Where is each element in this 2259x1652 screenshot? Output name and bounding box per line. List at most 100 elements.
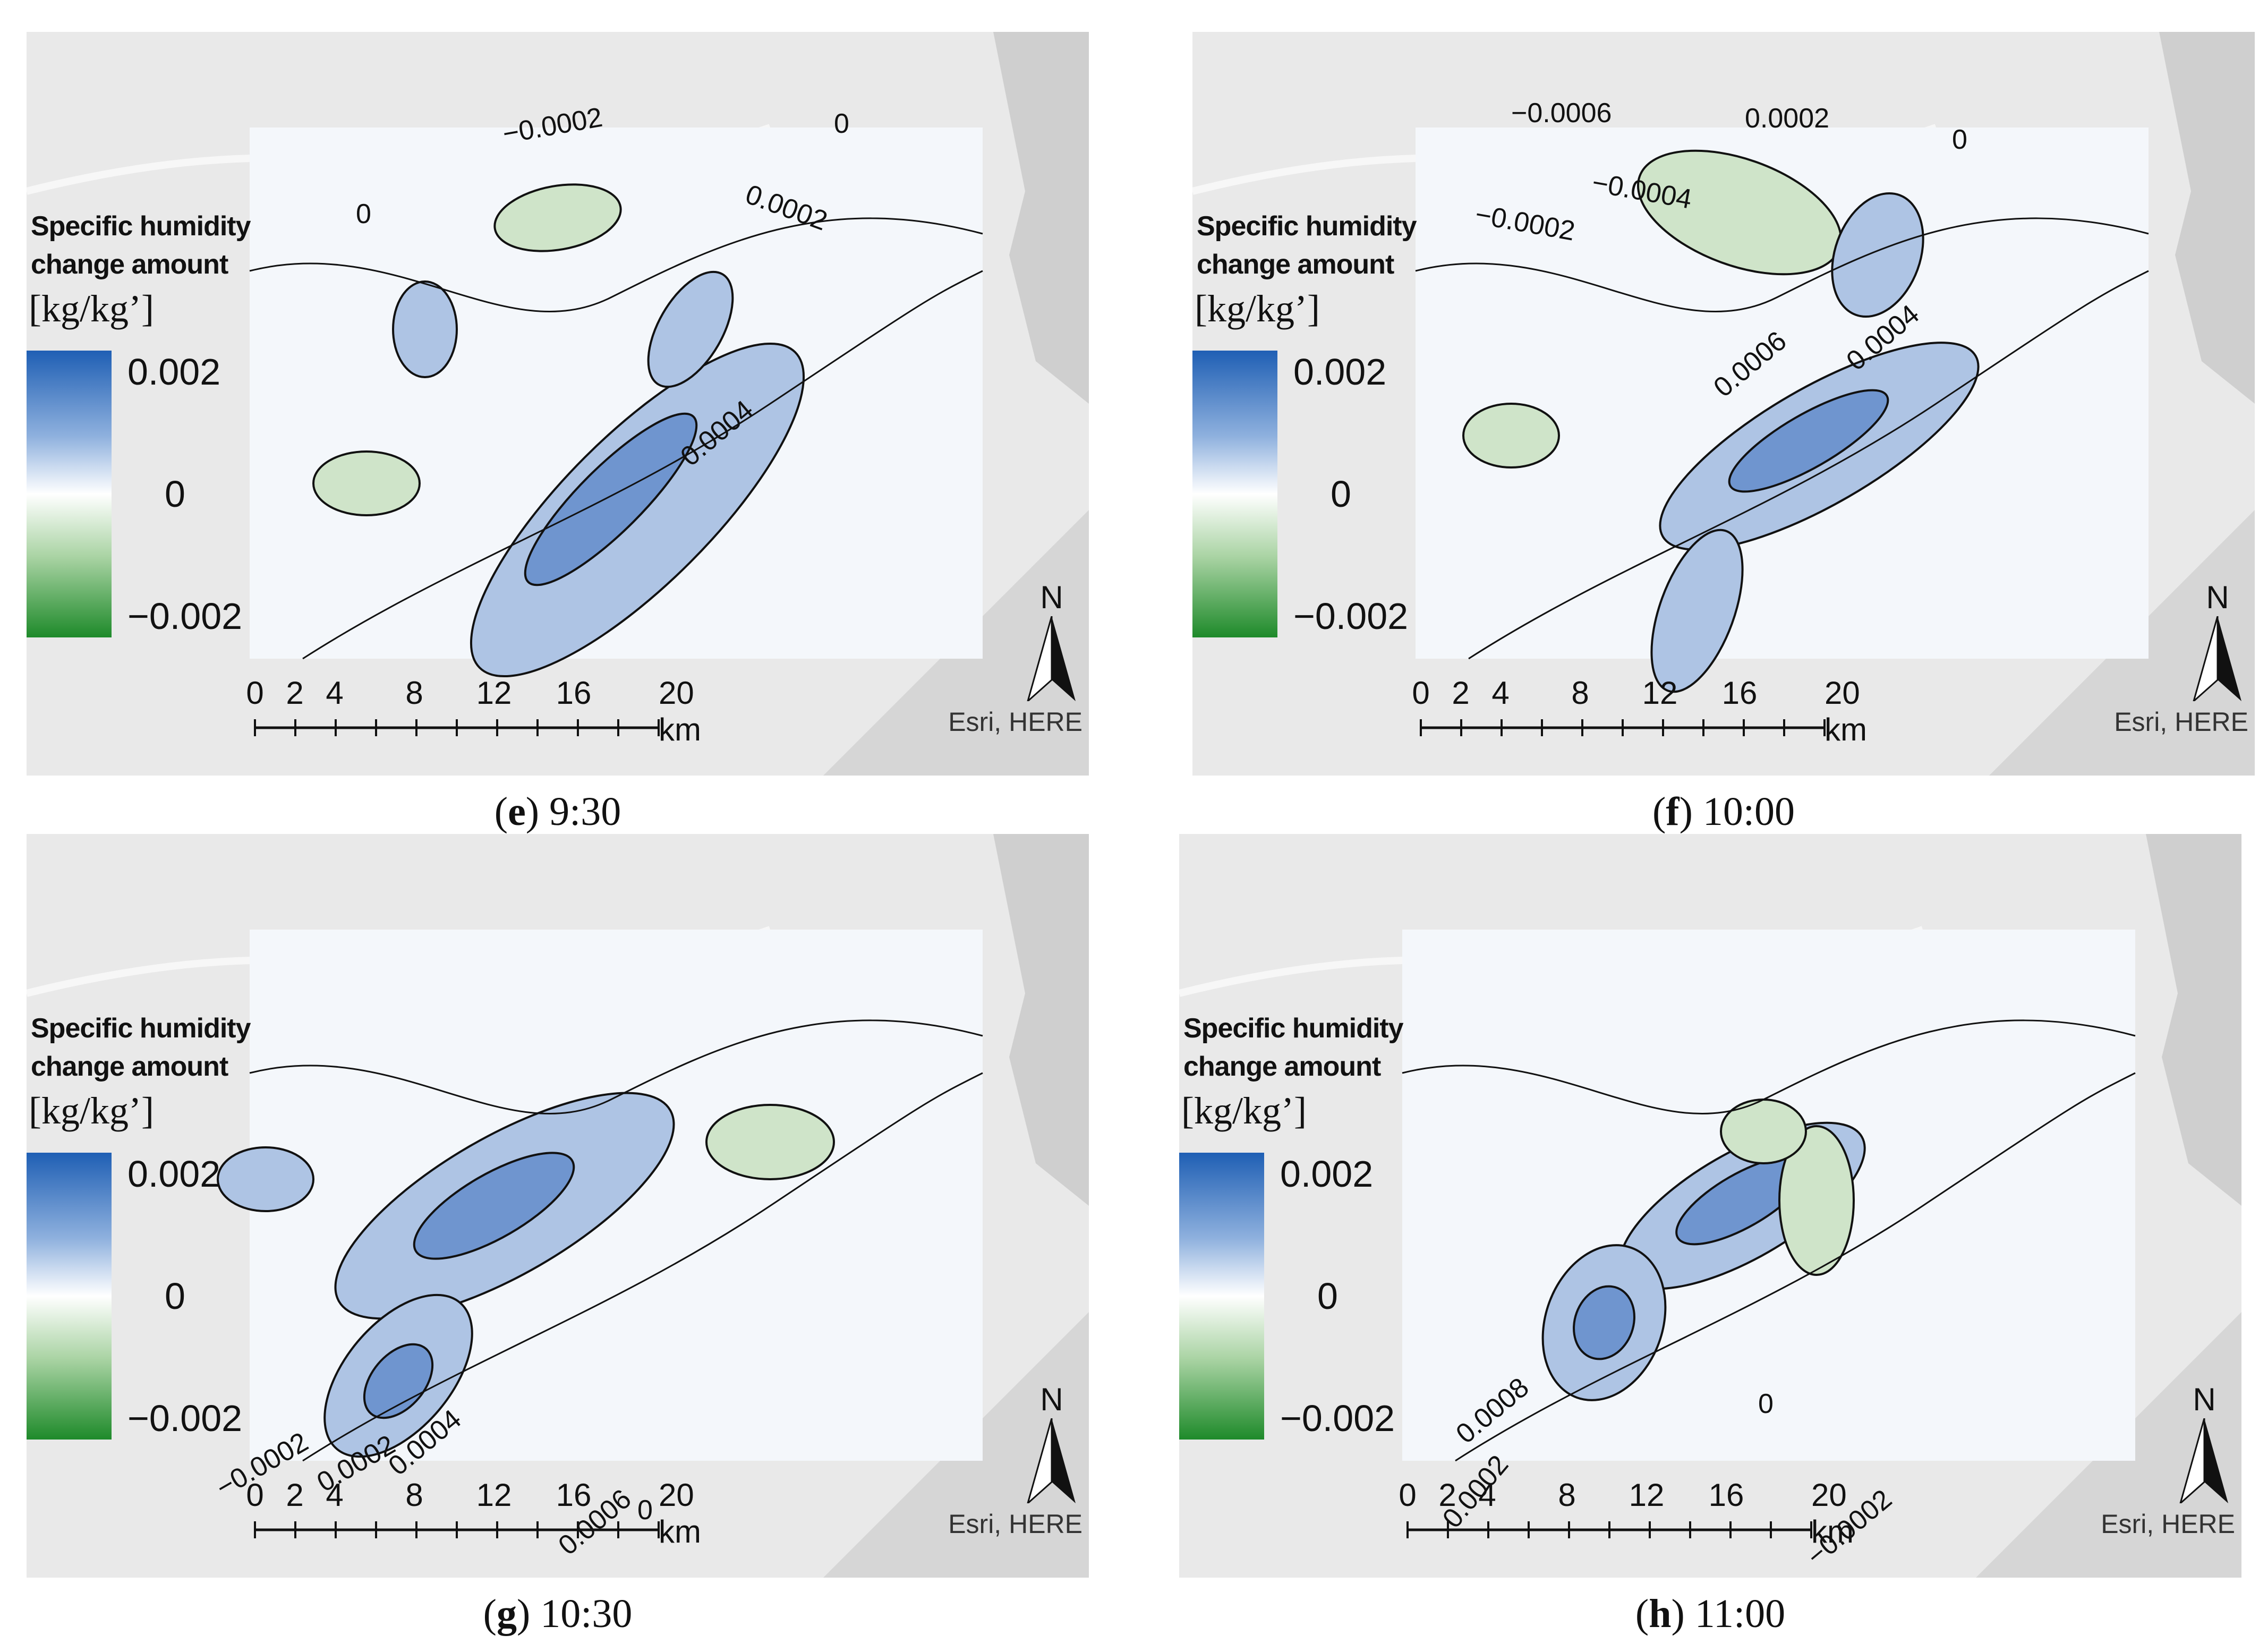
scale-tick-label: 0 xyxy=(246,1477,264,1513)
contour-label: 0 xyxy=(834,108,849,139)
caption-letter: h xyxy=(1649,1591,1672,1636)
legend-max: 0.002 xyxy=(1293,351,1387,393)
contour-region xyxy=(413,1152,575,1260)
legend-colorbar xyxy=(27,1153,112,1440)
legend-title-line1: Specific humidity xyxy=(1197,211,1417,242)
legend-title-line2: change amount xyxy=(31,249,228,280)
contour-label: 0 xyxy=(1758,1389,1774,1419)
north-arrow: N xyxy=(1025,579,1078,701)
scale-bar: 0 2 4 8 12 16 20 km xyxy=(246,1477,701,1549)
legend-max: 0.002 xyxy=(127,1153,221,1195)
panel-caption: (f) 10:00 xyxy=(1652,789,1795,834)
legend-min: −0.002 xyxy=(127,1398,243,1439)
scale-tick-label: 8 xyxy=(405,1477,423,1513)
scale-tick-label: 16 xyxy=(1721,675,1758,711)
scale-tick-label: 2 xyxy=(286,675,304,711)
contour-region xyxy=(217,1146,314,1212)
north-label: N xyxy=(1040,580,1063,615)
contour-region xyxy=(1650,529,1744,693)
attribution: Esri, HERE xyxy=(2101,1509,2235,1539)
legend-colorbar xyxy=(27,351,112,637)
scale-tick-label: 12 xyxy=(1629,1477,1665,1513)
contour-label: −0.0006 xyxy=(1511,98,1612,129)
land-area xyxy=(2146,834,2241,1206)
land-area xyxy=(993,32,1089,404)
legend-min: −0.002 xyxy=(1280,1398,1395,1439)
legend-mid: 0 xyxy=(1317,1275,1338,1317)
map-f: −0.0006 −0.0004 −0.0002 0.0002 0.0006 0.0004 0… xyxy=(1192,32,2255,776)
scale-tick-label: 0 xyxy=(1412,675,1430,711)
legend-title: Specific humidity change amount xyxy=(31,1009,251,1086)
panel-caption: (g) 10:30 xyxy=(483,1591,633,1636)
scale-bar: 0 2 4 8 12 16 20 km xyxy=(246,675,701,747)
scale-tick-label: 0 xyxy=(246,675,264,711)
panel-g: −0.0002 0.0002 0.0004 0.0006 0 Specific humi… xyxy=(27,834,1089,1652)
scale-bar-graphic xyxy=(1406,1521,1812,1538)
legend-min: −0.002 xyxy=(1293,595,1409,637)
scale-tick-label: 20 km xyxy=(659,1477,701,1549)
attribution: Esri, HERE xyxy=(2114,707,2248,737)
north-arrow: N xyxy=(2191,579,2244,701)
contour-region xyxy=(312,450,421,516)
north-arrow-icon xyxy=(2179,1418,2228,1503)
scale-tick-label: 0 xyxy=(1399,1477,1417,1513)
scale-tick-labels: 0 2 4 8 12 16 20 km xyxy=(1399,1477,1854,1549)
north-arrow-icon xyxy=(1027,616,1076,701)
legend-mid: 0 xyxy=(165,473,185,515)
scale-tick-label: 16 xyxy=(556,675,592,711)
scale-tick-labels: 0 2 4 8 12 16 20 km xyxy=(1412,675,1867,747)
scale-tick-labels: 0 2 4 8 12 16 20 km xyxy=(246,675,701,747)
contour-region xyxy=(1462,403,1560,469)
legend-unit: [kg/kg’] xyxy=(1195,287,1320,330)
scale-tick-label: 4 xyxy=(1478,1477,1496,1513)
zero-contour xyxy=(1415,217,2149,312)
scale-tick-label: 4 xyxy=(326,1477,344,1513)
legend-max: 0.002 xyxy=(1280,1153,1374,1195)
land-area xyxy=(2159,32,2255,404)
zero-contour xyxy=(302,1072,983,1462)
contour-region xyxy=(363,1343,434,1419)
north-label: N xyxy=(1040,1382,1063,1417)
caption-time: 10:00 xyxy=(1702,789,1795,834)
scale-tick-label: 12 xyxy=(1642,675,1678,711)
legend-title-line2: change amount xyxy=(1197,249,1394,280)
contour-region xyxy=(1728,389,1889,493)
scale-tick-label: 2 xyxy=(1452,675,1470,711)
scale-tick-label: 8 xyxy=(1558,1477,1576,1513)
zero-contour xyxy=(1468,270,2149,660)
legend-title-line1: Specific humidity xyxy=(31,1013,251,1044)
scale-tick-label: 12 xyxy=(476,1477,512,1513)
scale-bar: 0 2 4 8 12 16 20 km xyxy=(1412,675,1867,747)
contour-region xyxy=(1831,192,1924,318)
legend-unit: [kg/kg’] xyxy=(29,1089,154,1132)
contour-label: 0.0004 xyxy=(1487,1574,1572,1578)
north-label: N xyxy=(2193,1382,2216,1417)
north-arrow-icon xyxy=(1027,1418,1076,1503)
legend-unit: [kg/kg’] xyxy=(1181,1089,1307,1132)
caption-letter: f xyxy=(1666,789,1680,834)
scale-tick-label: 20 km xyxy=(659,675,701,747)
contour-label: 0 xyxy=(637,1495,653,1526)
scale-bar-graphic xyxy=(254,719,660,736)
caption-time: 11:00 xyxy=(1694,1591,1786,1636)
scale-tick-label: 2 xyxy=(1438,1477,1456,1513)
panel-caption: (e) 9:30 xyxy=(494,789,621,834)
legend-mid: 0 xyxy=(165,1275,185,1317)
north-arrow: N xyxy=(1025,1381,1078,1503)
scale-tick-label: 2 xyxy=(286,1477,304,1513)
legend-title-line1: Specific humidity xyxy=(1183,1013,1404,1044)
land-area xyxy=(993,834,1089,1206)
zero-contour xyxy=(1402,1019,2136,1114)
contour-region xyxy=(524,412,698,586)
attribution: Esri, HERE xyxy=(948,707,1082,737)
legend-title: Specific humidity change amount xyxy=(31,207,251,284)
zero-contour xyxy=(249,1019,983,1114)
scale-tick-label: 8 xyxy=(405,675,423,711)
contour-region xyxy=(1573,1285,1635,1360)
contour-region xyxy=(493,183,622,252)
scale-tick-label: 20 km xyxy=(1825,675,1867,747)
panel-e: −0.0002 0 0.0002 0.0004 0 Specific humidity … xyxy=(27,32,1089,855)
